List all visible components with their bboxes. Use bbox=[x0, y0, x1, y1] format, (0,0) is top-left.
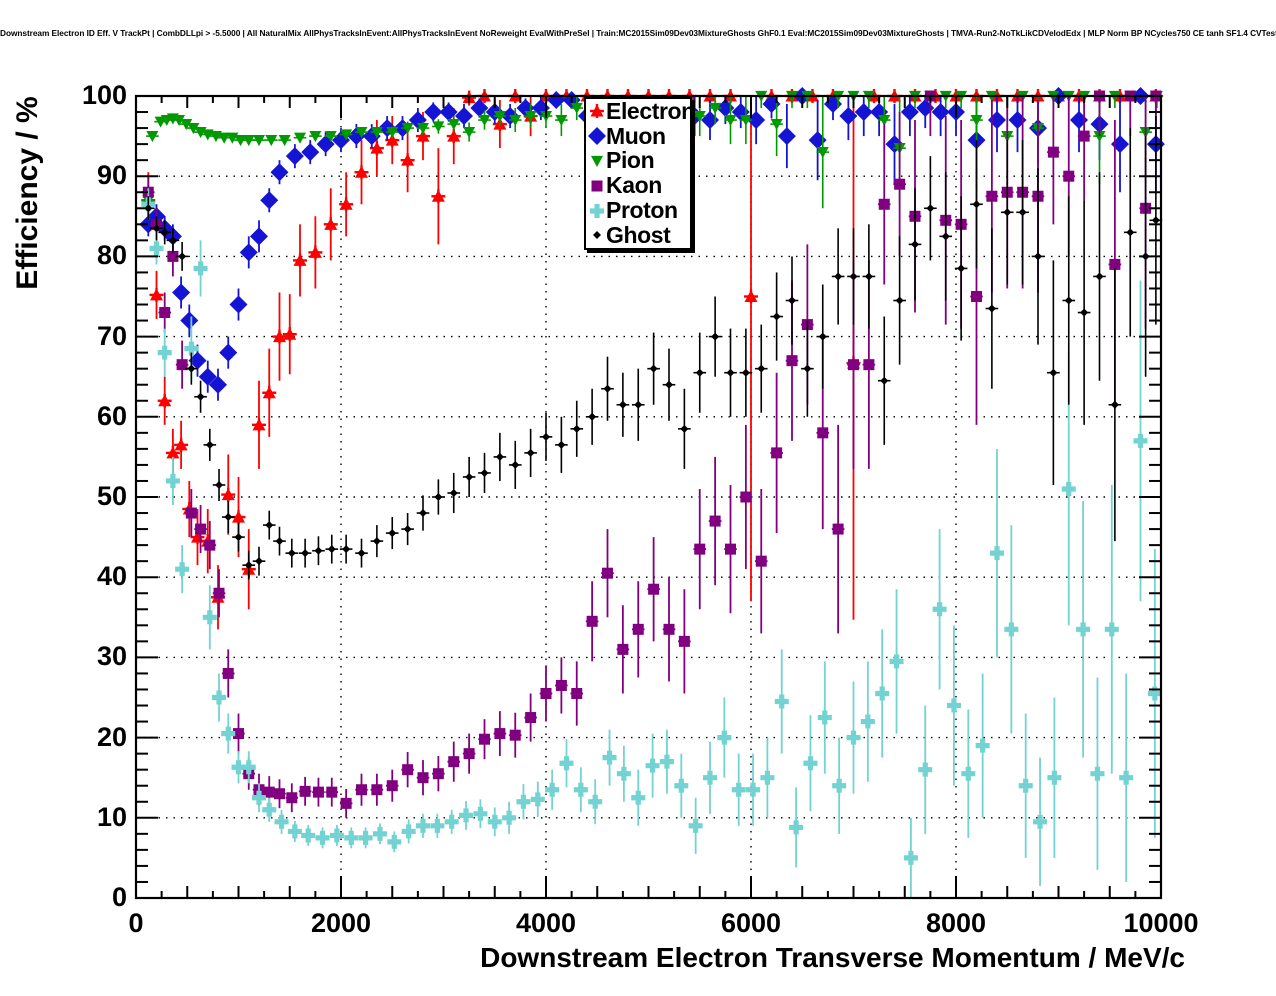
y-tick-label: 20 bbox=[96, 721, 127, 752]
x-tick-label: 10000 bbox=[1123, 908, 1199, 938]
x-tick-label: 6000 bbox=[720, 908, 782, 938]
y-tick-label: 70 bbox=[96, 320, 127, 351]
legend-label: Muon bbox=[606, 122, 666, 149]
y-tick-label: 50 bbox=[96, 481, 127, 511]
legend-entry-kaon[interactable]: Kaon bbox=[586, 173, 690, 198]
grid-lines bbox=[136, 96, 1161, 898]
plot-title: Downstream Electron ID Eff. V TrackPt | … bbox=[0, 28, 1276, 38]
y-tick-label: 30 bbox=[96, 641, 127, 672]
y-tick-label: 100 bbox=[81, 80, 127, 110]
legend-entry-ghost[interactable]: Ghost bbox=[586, 223, 690, 248]
legend-entry-pion[interactable]: Pion bbox=[586, 149, 690, 174]
y-tick-label: 40 bbox=[96, 561, 127, 592]
x-tick-label: 4000 bbox=[515, 908, 577, 938]
dot-icon bbox=[588, 224, 606, 246]
legend-label: Kaon bbox=[606, 172, 662, 199]
y-tick-label: 80 bbox=[96, 240, 127, 271]
legend-label: Pion bbox=[606, 147, 655, 174]
circle-icon bbox=[588, 125, 606, 147]
axis-frame bbox=[134, 94, 1163, 900]
y-tick-label: 60 bbox=[96, 400, 127, 431]
legend-entry-electron[interactable]: Electron bbox=[586, 99, 695, 124]
series-proton bbox=[141, 188, 1162, 898]
cross-icon bbox=[588, 200, 606, 222]
triangle-up-icon bbox=[588, 100, 606, 122]
x-tick-label: 2000 bbox=[310, 908, 372, 938]
chart-legend: Electron Muon Pion Kaon Proton Ghost bbox=[584, 97, 695, 250]
series-ghost bbox=[141, 116, 1163, 580]
legend-entry-muon[interactable]: Muon bbox=[586, 124, 690, 149]
x-tick-label: 8000 bbox=[925, 908, 987, 938]
legend-entry-proton[interactable]: Proton bbox=[586, 198, 690, 223]
y-tick-label: 0 bbox=[111, 882, 127, 912]
square-icon bbox=[588, 175, 606, 197]
y-tick-label: 90 bbox=[96, 160, 127, 191]
y-tick-label: 10 bbox=[96, 801, 127, 832]
legend-label: Ghost bbox=[606, 221, 671, 248]
x-axis-title: Downstream Electron Transverse Momentum … bbox=[480, 942, 1185, 973]
x-tick-label: 0 bbox=[128, 908, 144, 938]
legend-label: Proton bbox=[606, 197, 678, 224]
triangle-down-icon bbox=[588, 150, 606, 172]
legend-label: Electron bbox=[606, 97, 695, 124]
